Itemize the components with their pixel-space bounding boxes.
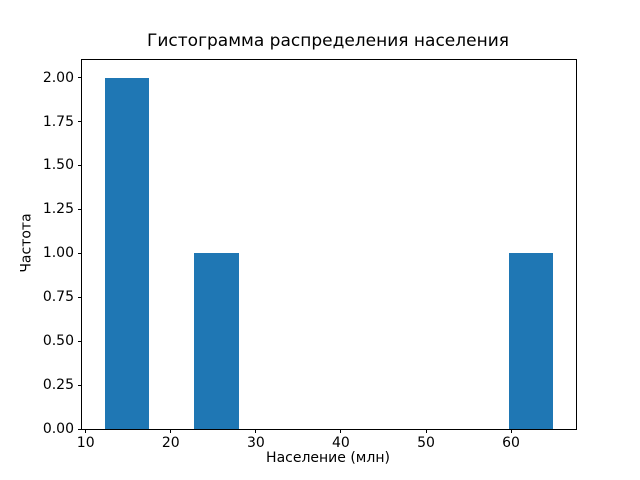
y-axis-label: Частота — [18, 213, 35, 273]
y-tick-mark — [78, 384, 82, 386]
histogram-bar — [508, 253, 554, 429]
y-tick-mark — [78, 121, 82, 122]
y-tick-mark — [78, 428, 82, 430]
x-tick-label: 40 — [331, 435, 350, 451]
x-tick-mark — [85, 429, 87, 433]
y-tick-label: 1.50 — [42, 157, 74, 174]
y-tick-label: 1.25 — [42, 201, 74, 218]
x-tick-label: 60 — [502, 435, 520, 451]
y-tick-label: 1.00 — [42, 245, 74, 262]
histogram-bar — [104, 77, 150, 429]
y-tick-label: 0.50 — [42, 333, 74, 350]
histogram-bar — [194, 253, 240, 429]
y-tick-mark — [78, 77, 82, 79]
x-tick-mark — [340, 429, 342, 433]
y-tick-mark — [78, 164, 82, 166]
x-tick-label: 50 — [417, 435, 435, 451]
y-tick-label: 2.00 — [42, 69, 74, 86]
y-tick-label: 0.25 — [42, 377, 74, 394]
x-tick-label: 20 — [161, 435, 180, 451]
x-axis-label: Население (млн) — [266, 450, 390, 466]
y-tick-mark — [78, 340, 82, 342]
y-tick-mark — [78, 208, 82, 210]
x-tick-mark — [425, 429, 427, 433]
y-tick-label: 0.75 — [42, 289, 74, 306]
y-tick-mark — [78, 296, 82, 298]
x-tick-mark — [170, 429, 172, 433]
y-tick-label: 1.75 — [42, 113, 74, 130]
x-tick-label: 10 — [76, 435, 95, 451]
chart-title: Гистограмма распределения населения — [147, 31, 509, 51]
x-tick-mark — [255, 429, 257, 433]
y-tick-mark — [78, 252, 82, 254]
x-tick-label: 30 — [246, 435, 265, 451]
y-tick-label: 0.00 — [42, 421, 74, 437]
x-tick-mark — [510, 429, 512, 433]
plot-area: 10 20 30 40 50 60 0.00 0.25 0.50 0.75 1.00 1.25 1.50… — [43, 59, 577, 451]
